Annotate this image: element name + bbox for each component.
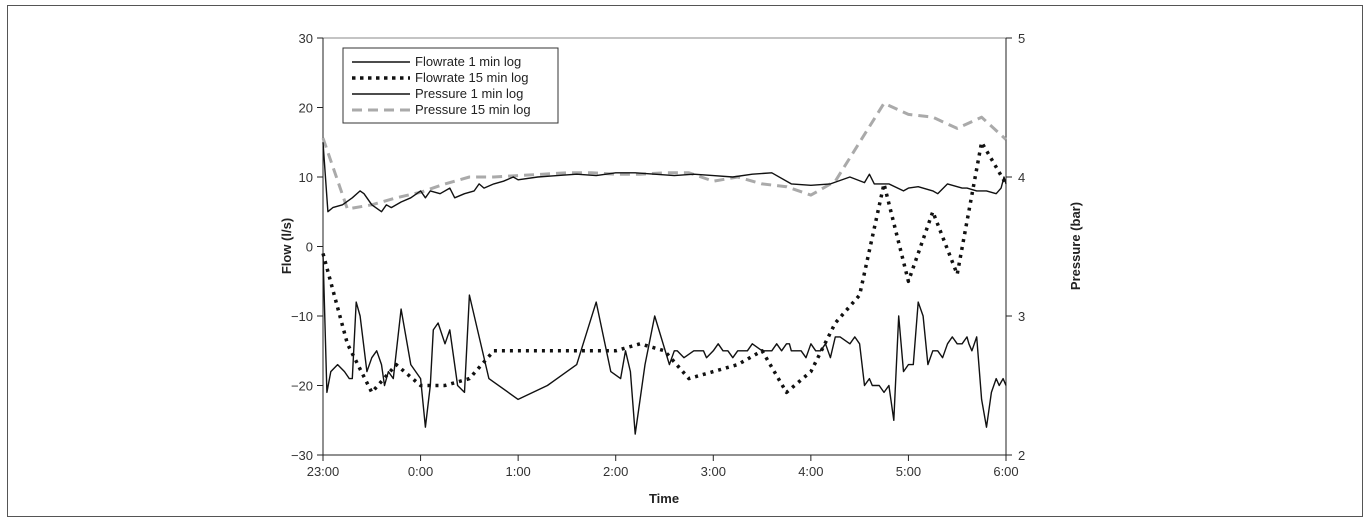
y-tick-label-5: 20: [299, 101, 313, 116]
x-tick-label-5: 4:00: [798, 464, 823, 479]
y-tick-label-6: 30: [299, 31, 313, 46]
series-layer: [323, 103, 1006, 434]
y2-tick-label-1: 3: [1018, 309, 1025, 324]
legend-label-0: Flowrate 1 min log: [415, 54, 521, 69]
series-line-0: [323, 253, 1006, 434]
legend-label-3: Pressure 15 min log: [415, 102, 531, 117]
x-tick-label-2: 1:00: [505, 464, 530, 479]
y-tick-label-4: 10: [299, 170, 313, 185]
series-line-2: [323, 142, 1006, 211]
x-axis-label: Time: [649, 491, 679, 506]
x-tick-label-0: 23:00: [307, 464, 340, 479]
y2-axis-label: Pressure (bar): [1068, 202, 1083, 290]
legend: Flowrate 1 min log Flowrate 15 min log P…: [343, 48, 558, 123]
x-tick-label-7: 6:00: [993, 464, 1018, 479]
x-tick-label-3: 2:00: [603, 464, 628, 479]
x-tick-label-1: 0:00: [408, 464, 433, 479]
x-tick-label-4: 3:00: [701, 464, 726, 479]
y-tick-label-1: −20: [291, 379, 313, 394]
y2-tick-label-0: 2: [1018, 448, 1025, 463]
y-tick-label-2: −10: [291, 309, 313, 324]
x-tick-label-6: 5:00: [896, 464, 921, 479]
y2-tick-label-3: 5: [1018, 31, 1025, 46]
y2-tick-label-2: 4: [1018, 170, 1025, 185]
series-line-1: [323, 142, 1006, 392]
legend-label-2: Pressure 1 min log: [415, 86, 523, 101]
y-tick-label-3: 0: [306, 240, 313, 255]
y-axis-label: Flow (l/s): [279, 218, 294, 274]
y-tick-label-0: −30: [291, 448, 313, 463]
legend-label-1: Flowrate 15 min log: [415, 70, 528, 85]
